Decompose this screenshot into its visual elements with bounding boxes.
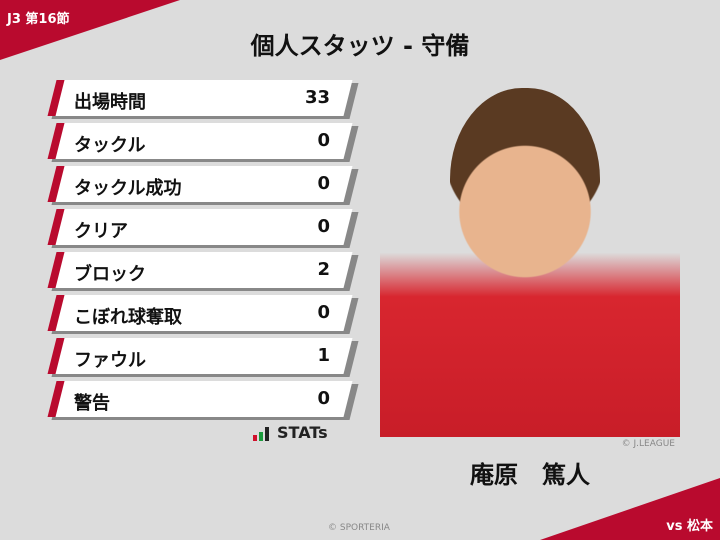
stat-value: 2	[317, 259, 330, 280]
stat-row: こぼれ球奪取 0	[47, 295, 359, 334]
page-title: 個人スタッツ - 守備	[250, 32, 470, 60]
stat-label: 警告	[74, 393, 110, 414]
player-name: 庵原 篤人	[470, 461, 590, 489]
stat-value: 0	[317, 216, 330, 237]
player-head	[450, 88, 600, 278]
stat-label: 出場時間	[74, 92, 146, 113]
stat-value: 1	[317, 345, 330, 366]
stats-logo: STATs	[253, 425, 328, 441]
stat-row: クリア 0	[47, 209, 359, 248]
stat-row: 出場時間 33	[47, 80, 359, 119]
opponent-label: vs 松本	[666, 519, 713, 534]
stat-value: 0	[317, 302, 330, 323]
photo-credit: © J.LEAGUE	[621, 439, 675, 449]
stat-row: タックル 0	[47, 123, 359, 162]
stats-list: 出場時間 33 タックル 0 タックル成功 0 クリア 0 ブロック 2 こぼれ球奪取 0 ファウル 1 警…	[47, 80, 359, 424]
stat-row: タックル成功 0	[47, 166, 359, 205]
player-photo	[380, 68, 680, 437]
stat-value: 0	[317, 130, 330, 151]
stat-value: 33	[304, 87, 330, 108]
stat-row: ファウル 1	[47, 338, 359, 377]
stat-value: 0	[317, 388, 330, 409]
stat-row: ブロック 2	[47, 252, 359, 291]
round-label: J3 第16節	[7, 12, 70, 27]
stat-row: 警告 0	[47, 381, 359, 420]
stat-label: ファウル	[74, 350, 146, 371]
stat-label: タックル成功	[74, 178, 182, 199]
footer-credit: © SPORTERIA	[328, 523, 390, 533]
stat-label: ブロック	[74, 264, 146, 285]
stats-logo-text: STATs	[277, 423, 328, 442]
stat-label: クリア	[74, 221, 128, 242]
stat-label: こぼれ球奪取	[74, 307, 182, 328]
stat-value: 0	[317, 173, 330, 194]
stat-label: タックル	[74, 135, 146, 156]
